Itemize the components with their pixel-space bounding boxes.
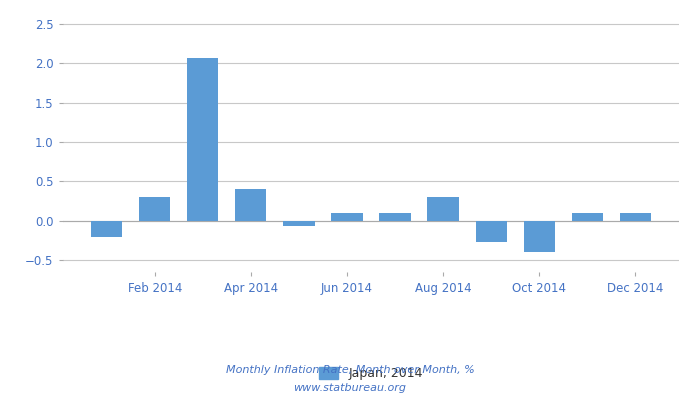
Legend: Japan, 2014: Japan, 2014 <box>314 362 428 385</box>
Bar <box>331 213 363 221</box>
Text: www.statbureau.org: www.statbureau.org <box>293 383 407 393</box>
Bar <box>187 58 218 221</box>
Bar <box>379 213 411 221</box>
Text: Monthly Inflation Rate, Month over Month, %: Monthly Inflation Rate, Month over Month… <box>225 365 475 375</box>
Bar <box>139 197 170 221</box>
Bar <box>620 213 651 221</box>
Bar <box>235 189 267 221</box>
Bar <box>572 213 603 221</box>
Bar <box>428 197 458 221</box>
Bar <box>91 221 122 236</box>
Bar <box>475 221 507 242</box>
Bar <box>284 221 314 226</box>
Bar <box>524 221 555 252</box>
